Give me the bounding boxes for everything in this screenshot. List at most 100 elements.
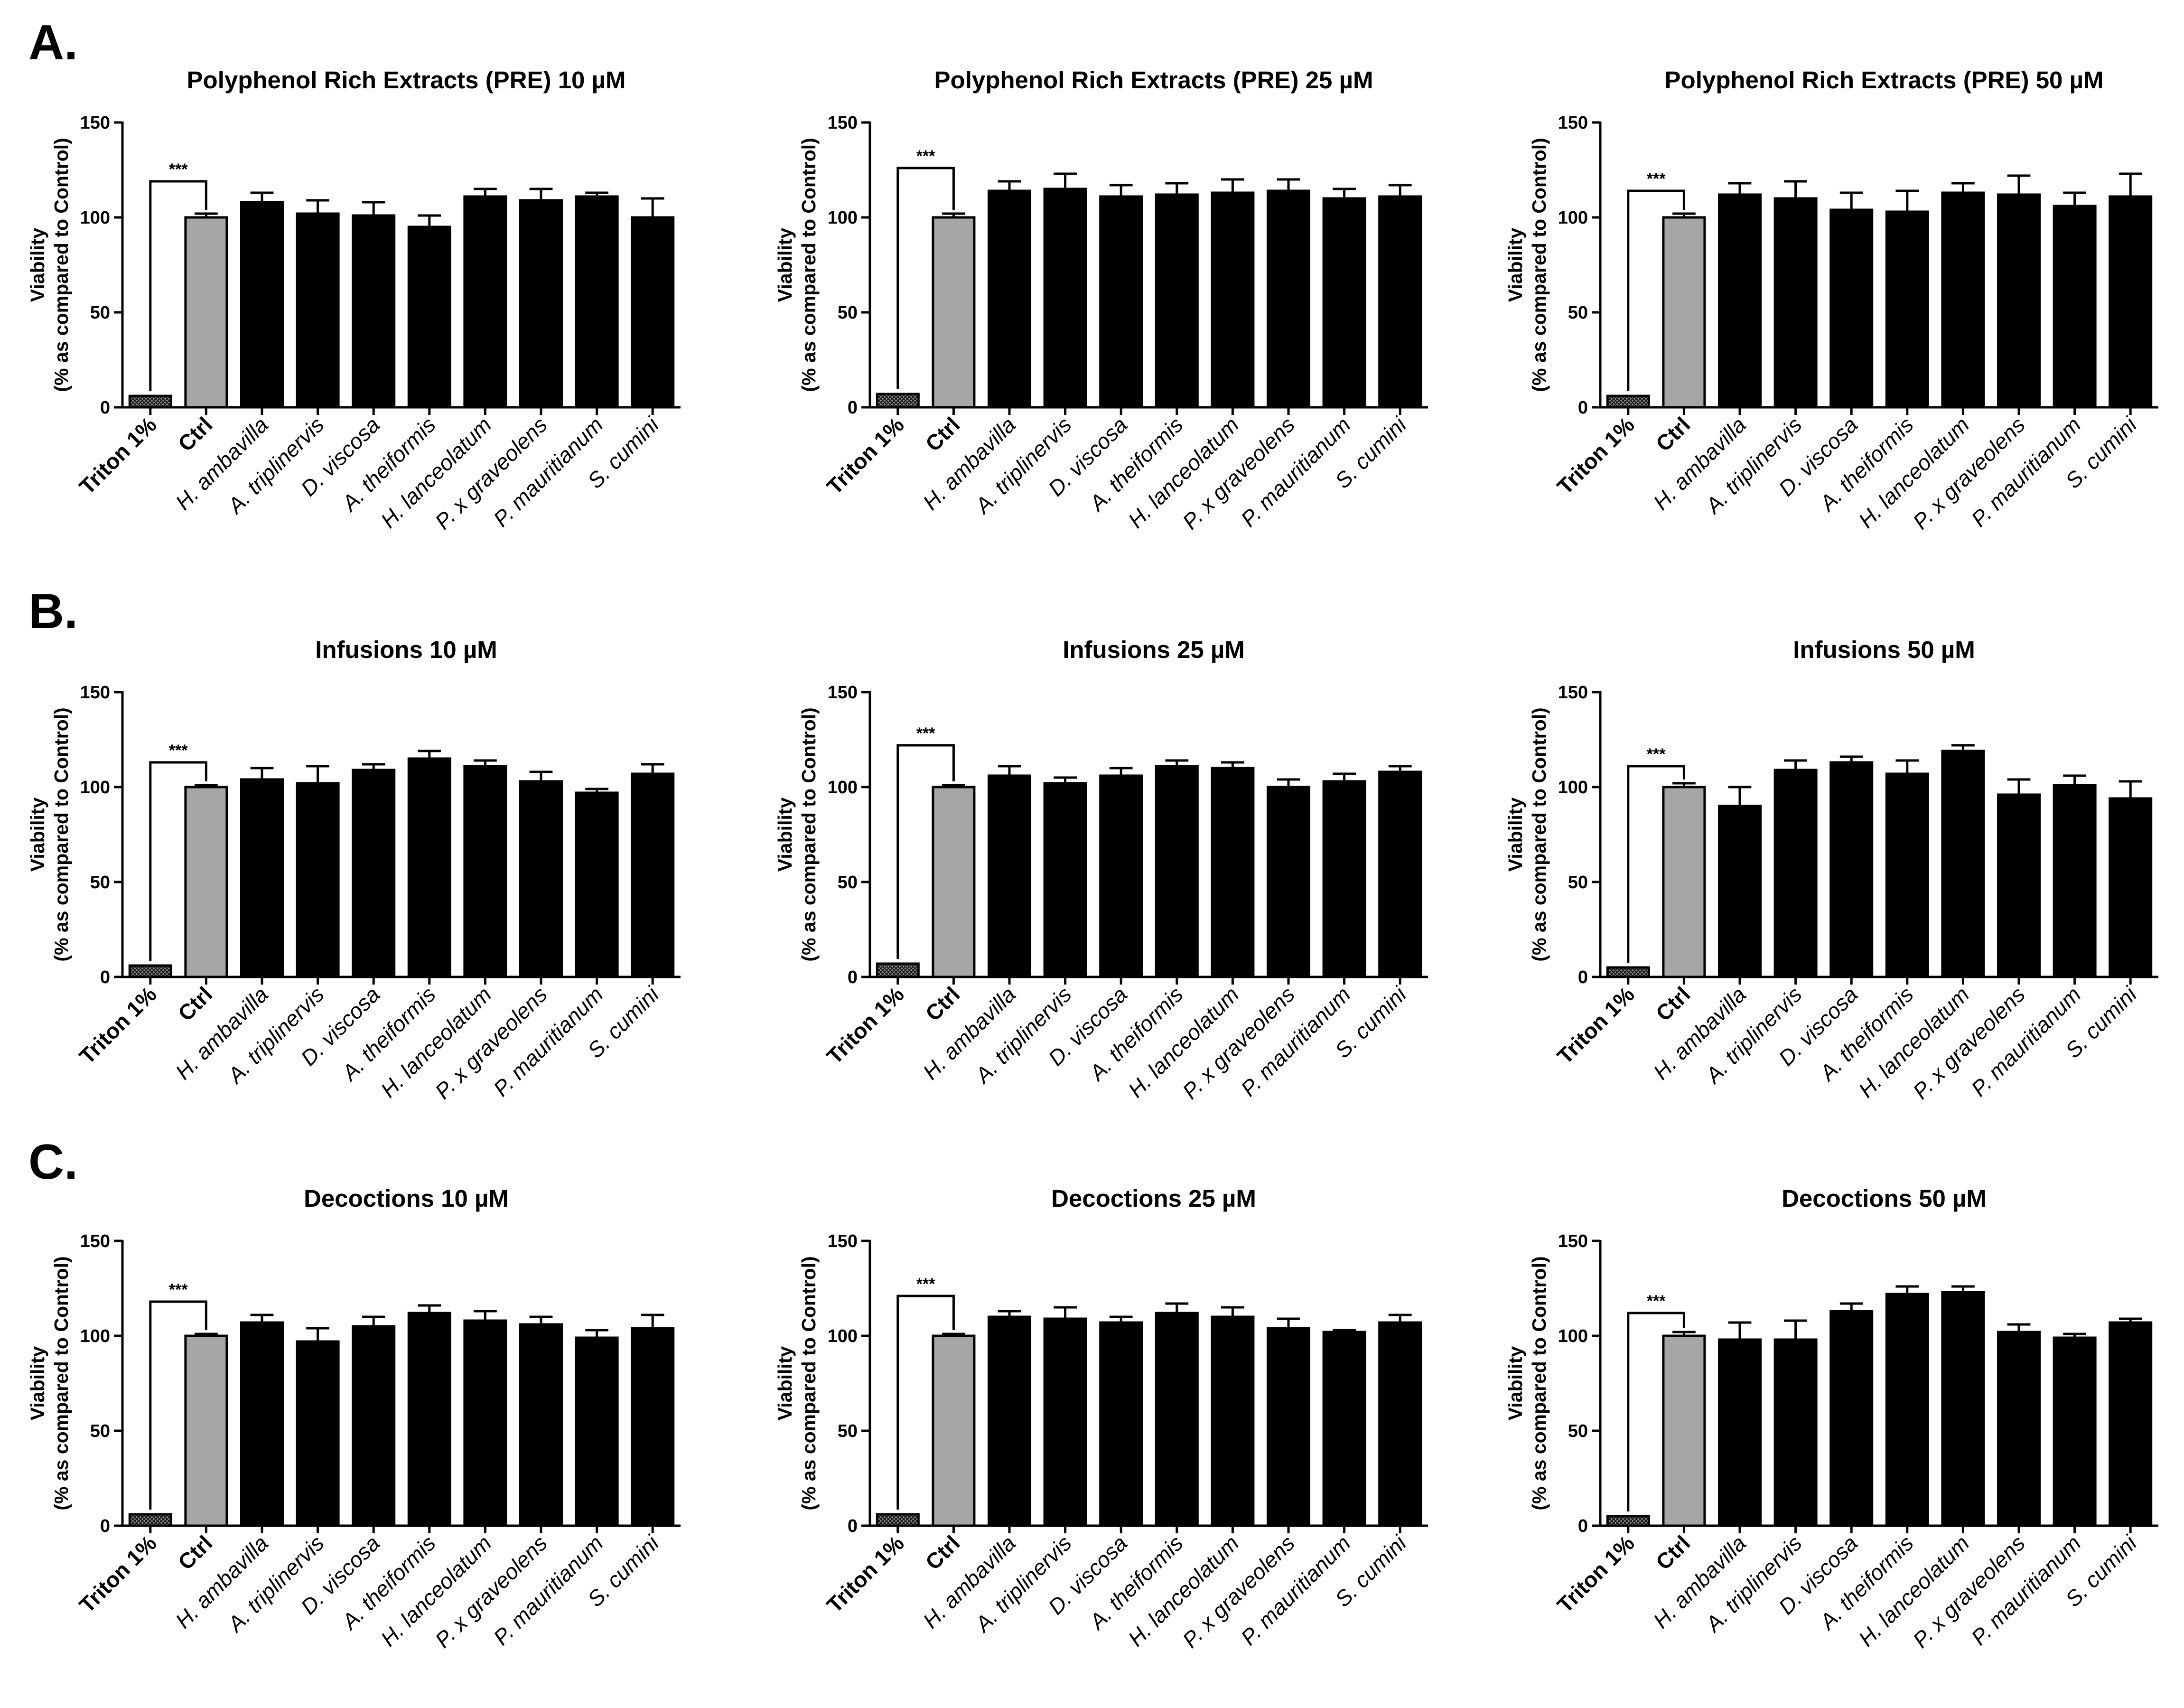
bar (1378, 770, 1422, 978)
bar (1662, 1334, 1706, 1527)
significance-label: *** (916, 1275, 935, 1293)
bar (987, 189, 1032, 409)
x-category-label: Triton 1% (822, 982, 909, 1069)
panel-label: C. (28, 1135, 78, 1190)
y-axis-title-units: (% as compared to Control) (1528, 1256, 1550, 1510)
chart-panel-5: Infusions 25 µM Viability (% as compared t… (774, 636, 1428, 1104)
y-tick-label: 150 (80, 113, 110, 133)
significance-label: *** (1647, 170, 1666, 188)
bar (1941, 750, 1985, 978)
bar (1099, 774, 1143, 978)
y-axis-title: Viability (774, 798, 796, 872)
x-category-label: Ctrl (1651, 412, 1695, 456)
y-axis-title-units: (% as compared to Control) (50, 138, 72, 392)
bar (1941, 1291, 1985, 1527)
chart-title: Decoctions 10 µM (304, 1185, 509, 1212)
bar (1773, 769, 1818, 978)
y-axis-title-units: (% as compared to Control) (798, 1256, 820, 1510)
bar (1211, 191, 1255, 409)
bar (1043, 782, 1087, 978)
x-category-label: Triton 1% (75, 982, 161, 1069)
y-axis-title-units: (% as compared to Control) (798, 707, 820, 961)
bar (932, 216, 976, 409)
y-tick-label: 150 (828, 113, 858, 133)
y-axis-title-units: (% as compared to Control) (1528, 138, 1550, 392)
y-axis-title: Viability (774, 1346, 796, 1421)
y-tick-label: 50 (90, 303, 110, 323)
chart-panel-3: Polyphenol Rich Extracts (PRE) 50 µM Viab… (1504, 66, 2158, 534)
bar (932, 786, 976, 978)
y-tick-label: 150 (80, 683, 110, 703)
bar (1322, 780, 1366, 978)
y-axis-title: Viability (27, 798, 48, 872)
bar (1773, 197, 1818, 409)
x-category-label: A. triplinervis (970, 982, 1076, 1089)
y-axis-title: Viability (27, 228, 48, 302)
bar (463, 195, 507, 409)
y-axis-title: Viability (1504, 1346, 1526, 1421)
significance-bracket (149, 1300, 207, 1510)
x-category-label: Ctrl (1651, 1530, 1695, 1575)
bar (876, 962, 920, 978)
bar (2109, 1321, 2153, 1527)
bar (1266, 786, 1311, 978)
bar (876, 393, 920, 409)
bar (1885, 772, 1929, 978)
bar (128, 394, 172, 409)
significance-bracket (896, 1295, 955, 1510)
chart-panel-9: Decoctions 50 µM Viability (% as compared … (1504, 1185, 2158, 1652)
y-tick-label: 50 (1568, 303, 1588, 323)
x-category-label: Triton 1% (1552, 412, 1639, 499)
bar (1997, 193, 2041, 409)
y-tick-label: 150 (828, 1231, 858, 1251)
y-tick-label: 100 (1558, 208, 1588, 228)
chart-title: Decoctions 50 µM (1782, 1185, 1987, 1212)
x-category-label: Ctrl (1651, 982, 1695, 1026)
significance-bracket (896, 167, 955, 389)
bar (1829, 208, 1874, 409)
y-tick-label: 50 (1568, 873, 1588, 892)
y-tick-label: 0 (848, 398, 858, 418)
chart-title: Polyphenol Rich Extracts (PRE) 50 µM (1665, 66, 2104, 94)
y-axis-title-units: (% as compared to Control) (50, 707, 72, 961)
bar (1997, 793, 2041, 978)
x-category-label: Ctrl (921, 1530, 965, 1575)
y-axis-title-units: (% as compared to Control) (1528, 707, 1550, 961)
bar (519, 199, 563, 409)
bar (1885, 1293, 1929, 1527)
y-tick-label: 0 (100, 967, 110, 987)
bar (1043, 188, 1087, 409)
y-tick-label: 0 (1578, 398, 1588, 418)
bar (2053, 205, 2097, 409)
bar (2109, 797, 2153, 978)
x-category-label: A. triplinervis (1700, 1530, 1807, 1637)
chart-title: Infusions 25 µM (1063, 636, 1245, 663)
chart-panel-1: A. Polyphenol Rich Extracts (PRE) 10 µM Vi… (27, 15, 681, 534)
x-category-label: A. triplinervis (222, 412, 329, 519)
y-tick-label: 100 (80, 208, 110, 228)
chart-panel-8: Decoctions 25 µM Viability (% as compared … (774, 1185, 1428, 1652)
y-tick-label: 150 (1558, 683, 1588, 703)
chart-title: Polyphenol Rich Extracts (PRE) 10 µM (187, 66, 626, 94)
bar (987, 1315, 1032, 1527)
x-category-label: Ctrl (173, 412, 217, 456)
y-tick-label: 100 (828, 778, 858, 798)
significance-label: *** (1647, 745, 1666, 763)
bar (184, 216, 228, 409)
x-category-label: A. triplinervis (222, 1530, 329, 1637)
bar (1773, 1338, 1818, 1527)
x-category-label: A. triplinervis (970, 412, 1076, 519)
bar (240, 778, 284, 978)
bar (184, 1334, 228, 1527)
bar (2053, 1336, 2097, 1527)
y-tick-label: 50 (90, 873, 110, 892)
bar (296, 212, 340, 409)
bar (631, 216, 675, 409)
y-tick-label: 100 (828, 1326, 858, 1346)
bar (407, 225, 451, 409)
bar (2109, 195, 2153, 409)
bar (463, 765, 507, 978)
x-category-label: Triton 1% (822, 412, 909, 499)
